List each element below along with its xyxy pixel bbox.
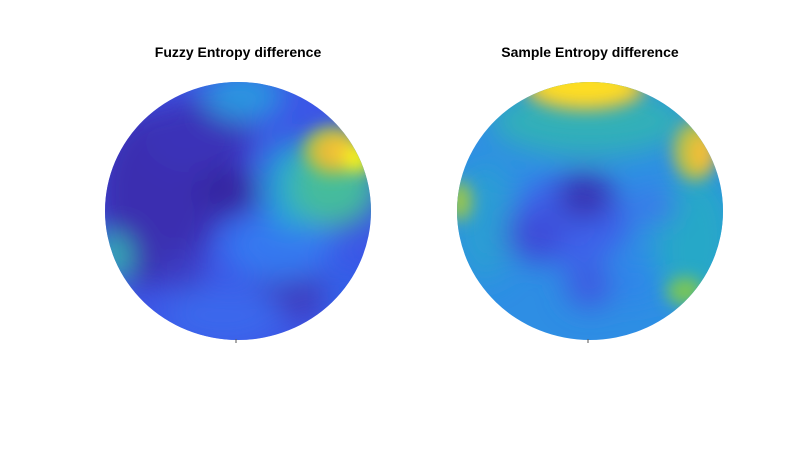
sample-entropy-topomap	[457, 82, 723, 343]
fuzzy-entropy-topomap	[105, 82, 371, 343]
fuzzy-entropy-title: Fuzzy Entropy difference	[154, 44, 322, 60]
sample-entropy-title: Sample Entropy difference	[501, 44, 679, 60]
